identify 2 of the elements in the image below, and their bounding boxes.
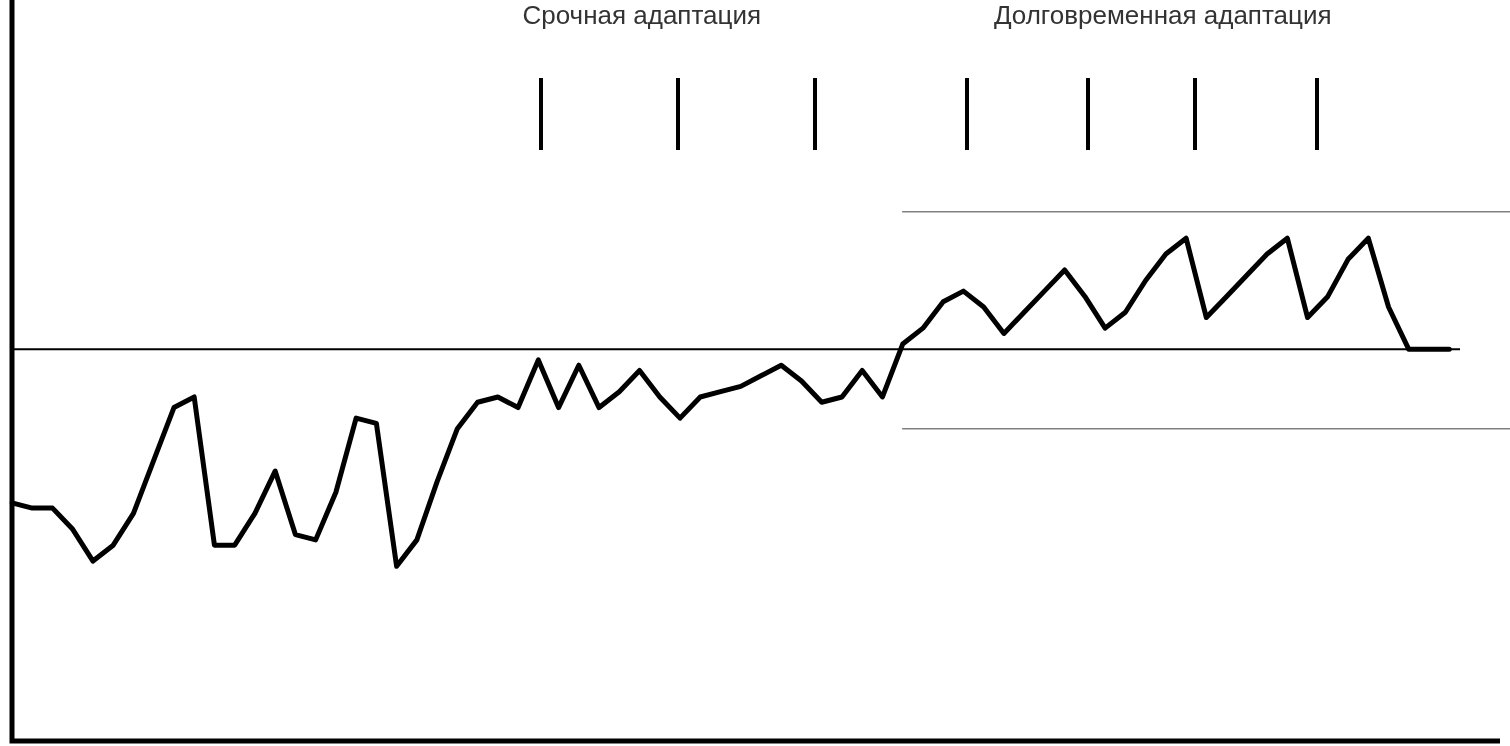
text: Срочная адаптация [522,0,762,31]
text: Долговременная адаптация [993,0,1332,31]
